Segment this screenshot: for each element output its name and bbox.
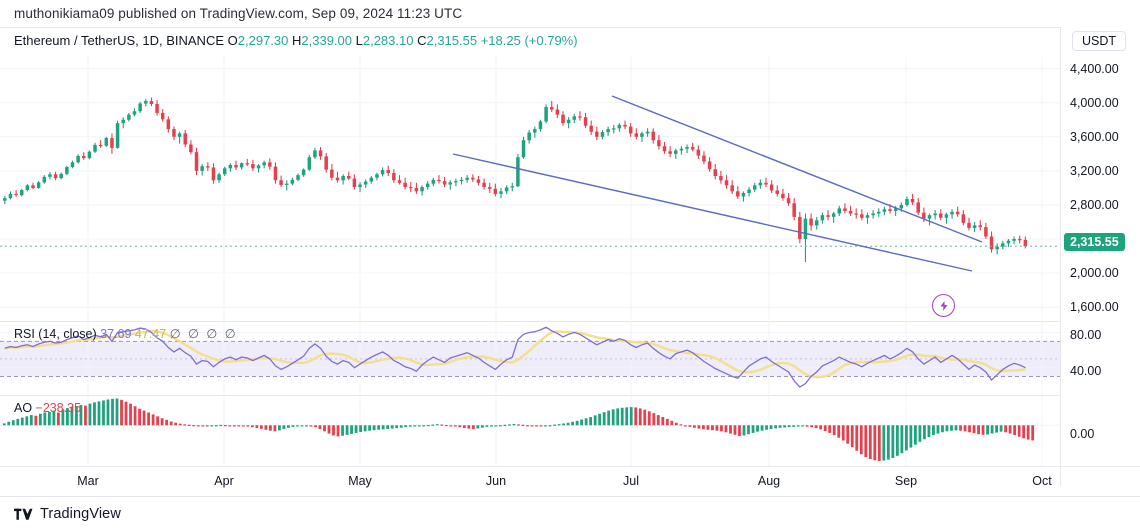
- price-tick-3600: 3,600.00: [1070, 129, 1119, 144]
- tradingview-wordmark: TradingView: [40, 506, 121, 522]
- price-pane[interactable]: [0, 55, 1060, 320]
- legend-open-value: 2,297.30: [237, 33, 289, 48]
- price-tick-4400: 4,400.00: [1070, 61, 1119, 76]
- ao-pane[interactable]: [0, 396, 1060, 466]
- price-tick-1600: 1,600.00: [1070, 300, 1119, 315]
- currency-badge: USDT: [1072, 31, 1127, 51]
- legend-change: +18.25 (+0.79%): [480, 33, 578, 48]
- legend-symbol[interactable]: Ethereum / TetherUS, 1D, BINANCE: [14, 33, 225, 48]
- price-axis[interactable]: [1060, 27, 1140, 486]
- time-tick-jun: Jun: [485, 474, 507, 488]
- time-tick-mar: Mar: [77, 474, 99, 488]
- pane-separator-rsi: [0, 321, 1060, 322]
- awesome-oscillator-chart: [0, 396, 1060, 466]
- lightning-bolt-icon: [940, 300, 947, 311]
- legend-close-key: C: [417, 33, 427, 48]
- price-tick-3200: 3,200.00: [1070, 163, 1119, 178]
- time-tick-oct: Oct: [1032, 474, 1052, 488]
- candlestick-chart: [0, 55, 1060, 320]
- time-tick-apr: Apr: [214, 474, 234, 488]
- ao-tick-0: 0.00: [1070, 427, 1095, 441]
- rsi-tick-40: 40.00: [1070, 364, 1102, 378]
- time-tick-jul: Jul: [623, 474, 639, 488]
- price-tick-2800: 2,800.00: [1070, 197, 1119, 212]
- pane-separator-ao: [0, 395, 1060, 396]
- header-divider: [0, 27, 1140, 28]
- price-tick-4000: 4,000.00: [1070, 95, 1119, 110]
- footer-brand[interactable]: TradingView: [14, 506, 121, 522]
- chart-legend[interactable]: Ethereum / TetherUS, 1D, BINANCE O2,297.…: [14, 33, 578, 48]
- legend-high-value: 2,339.00: [301, 33, 352, 48]
- legend-low-key: L: [355, 33, 363, 48]
- legend-high-key: H: [292, 33, 302, 48]
- rsi-pane[interactable]: [0, 322, 1060, 394]
- time-tick-sep: Sep: [894, 474, 918, 488]
- time-axis[interactable]: Mar Apr May Jun Jul Aug Sep Oct: [0, 466, 1060, 496]
- legend-close-value: 2,315.55: [426, 33, 478, 48]
- tradingview-logo-icon: [14, 508, 33, 520]
- price-tick-2000: 2,000.00: [1070, 266, 1119, 281]
- legend-low-value: 2,283.10: [362, 33, 414, 48]
- time-tick-may: May: [348, 474, 372, 488]
- xaxis-divider-top: [0, 466, 1140, 467]
- current-price-badge: 2,315.55: [1064, 233, 1125, 251]
- rsi-indicator-chart: [0, 322, 1060, 394]
- rsi-tick-80: 80.00: [1070, 328, 1102, 342]
- lightning-bolt-badge-icon[interactable]: [932, 294, 955, 317]
- legend-open-key: O: [227, 33, 238, 48]
- xaxis-divider-bottom: [0, 496, 1140, 497]
- time-tick-aug: Aug: [757, 474, 781, 488]
- publisher-attribution: muthonikiama09 published on TradingView.…: [14, 6, 463, 21]
